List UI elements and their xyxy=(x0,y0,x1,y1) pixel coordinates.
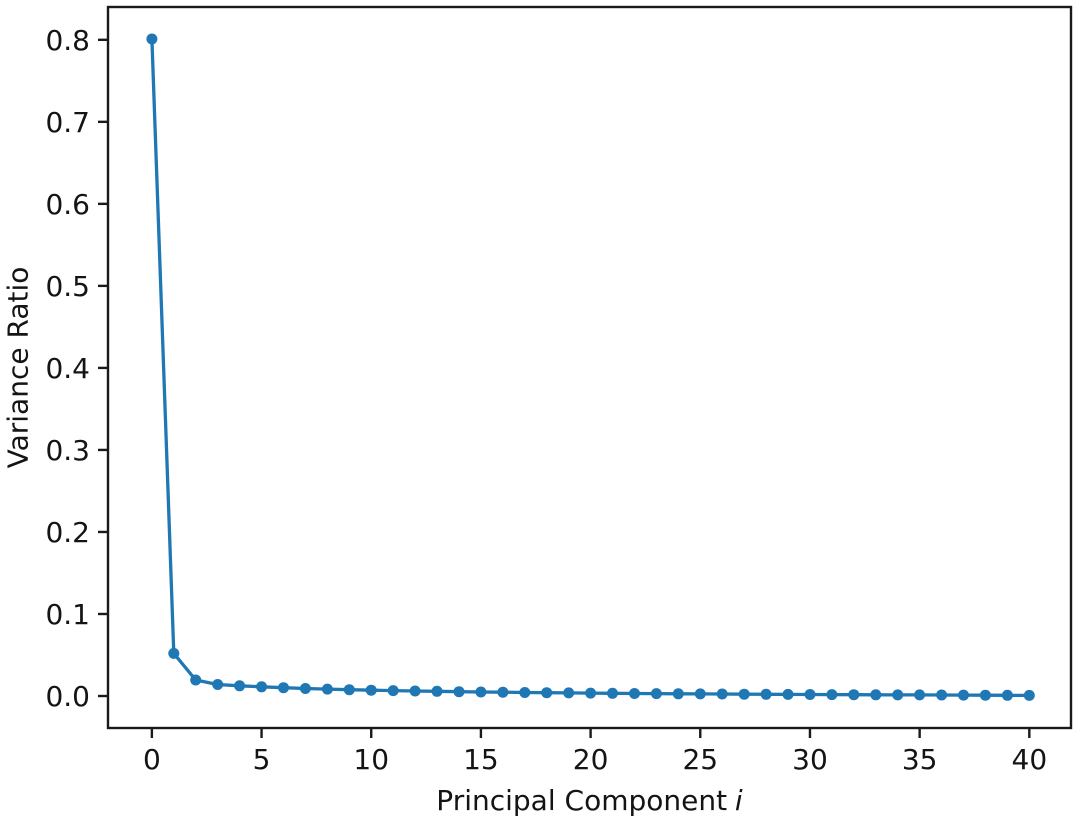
data-point xyxy=(256,681,268,693)
data-point xyxy=(672,688,684,700)
data-point xyxy=(168,647,180,659)
data-point xyxy=(1023,689,1035,701)
data-point xyxy=(299,683,311,694)
data-point xyxy=(914,689,926,701)
y-tick-label: 0.6 xyxy=(45,188,90,221)
x-tick-label: 15 xyxy=(463,743,499,776)
plot-frame xyxy=(106,5,1073,730)
y-tick-label: 0.0 xyxy=(45,680,90,713)
data-point xyxy=(453,686,465,698)
data-point xyxy=(958,689,969,701)
data-point xyxy=(607,687,618,699)
y-tick-label: 0.2 xyxy=(45,516,90,549)
data-point xyxy=(343,684,355,696)
data-point xyxy=(870,689,882,701)
data-point xyxy=(278,682,289,694)
data-point xyxy=(541,687,553,699)
data-point xyxy=(650,688,662,700)
x-tick-label: 20 xyxy=(573,743,609,776)
data-point xyxy=(694,688,706,700)
data-point xyxy=(409,685,421,697)
y-tick-label: 0.7 xyxy=(45,106,90,139)
data-point xyxy=(585,687,597,699)
data-point xyxy=(365,684,377,696)
y-tick-label: 0.8 xyxy=(45,24,90,57)
data-point xyxy=(804,689,816,700)
data-point xyxy=(1001,689,1013,701)
data-point xyxy=(387,685,399,697)
x-tick-label: 0 xyxy=(143,743,161,776)
data-point xyxy=(146,33,158,45)
y-tick-label: 0.4 xyxy=(45,352,90,385)
x-tick-label: 40 xyxy=(1012,743,1048,776)
data-point xyxy=(431,685,443,697)
data-point xyxy=(629,688,640,699)
data-point xyxy=(760,688,772,700)
data-point xyxy=(519,687,531,698)
x-axis-label-variable: i xyxy=(734,784,743,817)
y-tick-label: 0.5 xyxy=(45,270,90,303)
x-tick-label: 25 xyxy=(682,743,718,776)
x-tick-label: 10 xyxy=(353,743,389,776)
data-point xyxy=(848,689,860,701)
data-point xyxy=(212,679,224,690)
variance-line xyxy=(150,37,1031,698)
y-tick-label: 0.1 xyxy=(45,598,90,631)
x-axis-label-text: Principal Component xyxy=(436,784,728,817)
x-axis-label: Principal Component i xyxy=(108,784,1071,817)
data-point xyxy=(563,687,575,699)
data-point xyxy=(475,686,487,698)
data-point xyxy=(782,688,794,700)
x-tick-label: 5 xyxy=(253,743,271,776)
x-tick-label: 30 xyxy=(792,743,828,776)
data-point xyxy=(936,689,948,701)
data-point xyxy=(190,674,202,686)
data-point xyxy=(321,683,333,695)
data-point xyxy=(234,680,246,692)
data-point xyxy=(892,689,904,701)
y-tick-label: 0.3 xyxy=(45,434,90,467)
data-point xyxy=(826,689,838,701)
data-point xyxy=(716,688,728,700)
data-point xyxy=(738,688,750,700)
x-tick-label: 35 xyxy=(902,743,938,776)
y-axis-label: Variance Ratio xyxy=(1,266,35,469)
data-point xyxy=(979,689,991,701)
data-point xyxy=(497,686,509,698)
